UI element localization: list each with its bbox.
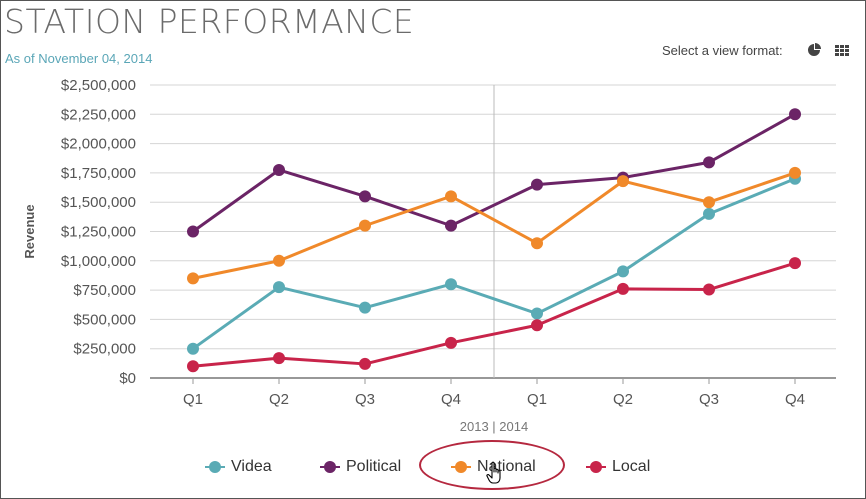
y-tick-label: $500,000 <box>73 311 136 328</box>
data-point-national <box>445 190 457 203</box>
legend-label: Videa <box>231 458 272 475</box>
data-point-national <box>617 175 629 188</box>
series-line-national <box>192 171 796 280</box>
y-tick-label: $1,250,000 <box>61 224 136 241</box>
y-axis-title: Revenue <box>22 204 37 258</box>
x-tick-label: Q1 <box>527 391 547 408</box>
legend-label: Local <box>612 458 651 475</box>
data-point-local <box>187 360 199 373</box>
data-point-videa <box>187 342 199 355</box>
page-title: STATION PERFORMANCE <box>4 2 415 41</box>
legend-item-videa[interactable]: Videa <box>205 456 272 478</box>
view-format-label: Select a view format: <box>662 43 783 58</box>
grid-icon[interactable] <box>834 42 850 58</box>
legend-label: National <box>477 458 536 475</box>
legend-marker-icon <box>586 461 606 473</box>
series-line-videa <box>192 177 796 350</box>
legend-item-national[interactable]: National <box>451 456 536 478</box>
data-point-political <box>359 190 371 203</box>
data-point-political <box>273 163 285 176</box>
y-tick-label: $1,750,000 <box>61 165 136 182</box>
legend-marker-icon <box>451 461 471 473</box>
data-point-local <box>359 357 371 370</box>
y-tick-label: $2,000,000 <box>61 136 136 153</box>
data-point-videa <box>273 281 285 294</box>
data-point-videa <box>703 207 715 220</box>
y-tick-label: $1,500,000 <box>61 194 136 211</box>
data-point-political <box>789 108 801 121</box>
data-point-local <box>445 336 457 349</box>
y-tick-label: $1,000,000 <box>61 253 136 270</box>
series-line-local <box>192 261 796 368</box>
x-axis-title: 2013 | 2014 <box>460 419 528 434</box>
data-point-political <box>531 178 543 191</box>
data-point-local <box>531 319 543 332</box>
data-point-national <box>359 219 371 232</box>
data-point-videa <box>359 301 371 314</box>
y-tick-label: $2,250,000 <box>61 106 136 123</box>
data-point-national <box>273 254 285 267</box>
chart-legend: Videa Political National Local <box>0 456 866 478</box>
x-tick-label: Q3 <box>355 391 375 408</box>
data-point-political <box>703 156 715 169</box>
as-of-date: As of November 04, 2014 <box>5 51 153 66</box>
y-tick-label: $250,000 <box>73 341 136 358</box>
x-tick-label: Q3 <box>699 391 719 408</box>
data-point-local <box>617 282 629 295</box>
data-point-political <box>187 225 199 238</box>
data-point-national <box>789 166 801 179</box>
y-tick-label: $0 <box>119 370 136 387</box>
data-point-local <box>703 283 715 296</box>
y-tick-label: $2,500,000 <box>61 77 136 94</box>
x-tick-label: Q4 <box>785 391 805 408</box>
x-tick-label: Q2 <box>269 391 289 408</box>
x-tick-label: Q1 <box>183 391 203 408</box>
series-line-political <box>192 112 796 233</box>
x-tick-label: Q2 <box>613 391 633 408</box>
data-point-local <box>273 352 285 365</box>
legend-item-political[interactable]: Political <box>320 456 401 478</box>
data-point-national <box>703 196 715 209</box>
data-point-videa <box>531 307 543 320</box>
legend-item-local[interactable]: Local <box>586 456 650 478</box>
data-point-local <box>789 257 801 270</box>
data-point-videa <box>445 278 457 291</box>
data-point-national <box>187 272 199 285</box>
pie-chart-icon[interactable] <box>806 42 822 58</box>
x-tick-label: Q4 <box>441 391 461 408</box>
data-point-videa <box>617 265 629 278</box>
legend-label: Political <box>346 458 402 475</box>
data-point-national <box>531 237 543 250</box>
legend-marker-icon <box>205 461 225 473</box>
data-point-political <box>445 219 457 232</box>
legend-marker-icon <box>320 461 340 473</box>
y-tick-label: $750,000 <box>73 282 136 299</box>
